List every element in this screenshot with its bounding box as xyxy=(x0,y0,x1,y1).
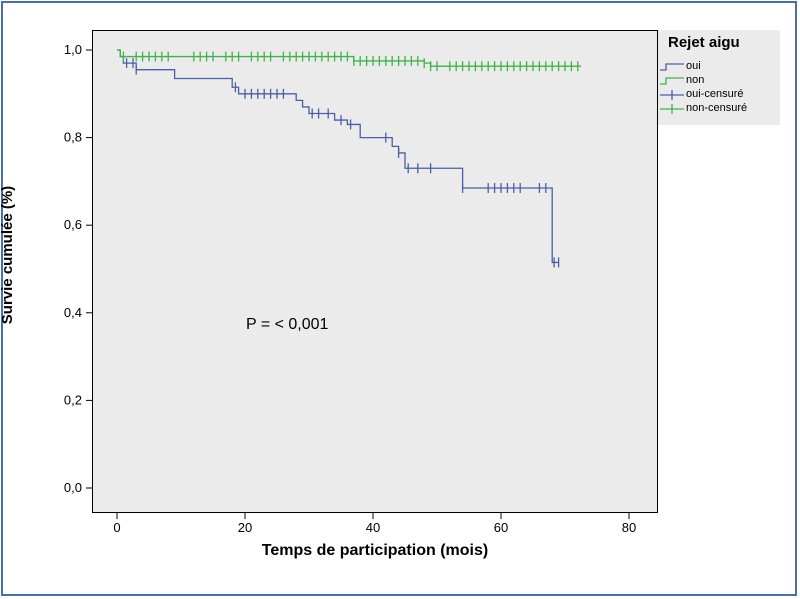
series-line-non xyxy=(117,49,581,67)
x-tick-label-1: 20 xyxy=(238,520,252,535)
y-tick-label-1: 0,2 xyxy=(64,392,82,407)
legend-label-non: non xyxy=(686,74,705,86)
legend-label-oui: oui xyxy=(686,60,701,72)
y-tick-label-3: 0,6 xyxy=(64,217,82,232)
x-tick-label-3: 60 xyxy=(494,520,508,535)
legend-swatch-non xyxy=(660,77,684,85)
p-value-annotation: P = < 0,001 xyxy=(246,316,329,333)
y-tick-label-2: 0,4 xyxy=(64,305,82,320)
x-tick-label-0: 0 xyxy=(113,520,120,535)
legend-swatch-oui-censure xyxy=(660,90,684,100)
legend-label-non-censure: non-censuré xyxy=(686,102,748,114)
series-line-oui xyxy=(117,49,559,264)
legend-swatch-oui xyxy=(660,63,684,71)
legend-title: Rejet aigu xyxy=(668,34,740,51)
legend-swatch-non-censure xyxy=(660,104,684,114)
y-tick-label-0: 0,0 xyxy=(64,480,82,495)
y-tick-label-5: 1,0 xyxy=(64,42,82,57)
x-axis-label: Temps de participation (mois) xyxy=(261,542,489,559)
x-tick-label-4: 80 xyxy=(622,520,636,535)
plot-area xyxy=(92,30,658,513)
y-tick-label-4: 0,8 xyxy=(64,130,82,145)
legend-label-oui-censure: oui-censuré xyxy=(686,88,744,100)
y-axis-label-text: Survie cumulée (%) xyxy=(0,185,16,325)
x-tick-label-2: 40 xyxy=(366,520,380,535)
